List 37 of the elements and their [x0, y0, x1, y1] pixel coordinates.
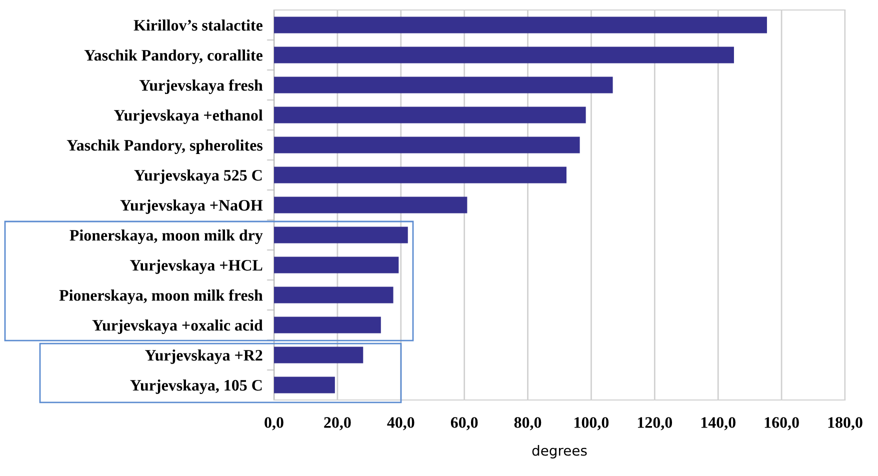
x-tick-label: 100,0: [574, 417, 609, 430]
y-tick-label: Kirillov’s stalactite: [134, 19, 262, 31]
y-tick-label: Yurjevskaya +HCL: [130, 259, 262, 274]
y-tick-label: Yurjevskaya, 105 C: [130, 379, 262, 394]
bar: [274, 196, 468, 214]
x-axis-title: degrees: [532, 445, 587, 458]
x-tick-label: 140,0: [701, 417, 736, 430]
x-tick-label: 60,0: [450, 417, 478, 430]
bar: [274, 316, 381, 334]
bar: [274, 376, 335, 394]
y-tick-label: Pionerskaya, moon milk dry: [70, 229, 263, 244]
bar: [274, 136, 580, 154]
bar: [274, 16, 767, 34]
x-tick-label: 80,0: [514, 417, 542, 430]
x-tick-label: 40,0: [387, 417, 414, 430]
y-tick-label: Yurjevskaya 525 C: [134, 169, 262, 184]
x-tick-label: 0,0: [264, 417, 284, 430]
y-tick-label: Pionerskaya, moon milk fresh: [59, 289, 263, 304]
y-tick-label: Yurjevskaya fresh: [139, 79, 263, 94]
bar: [274, 346, 364, 364]
bar: [274, 46, 734, 64]
bar: [274, 166, 566, 184]
y-tick-label: Yurjevskaya +ethanol: [114, 109, 263, 124]
x-tick-label: 160,0: [764, 417, 799, 430]
bar: [274, 226, 408, 244]
y-tick-label: Yurjevskaya +oxalic acid: [92, 319, 263, 334]
y-tick-label: Yaschik Pandory, spherolites: [66, 139, 262, 154]
bar: [274, 286, 394, 304]
y-tick-label: Yurjevskaya +R2: [145, 349, 262, 364]
bar: [274, 256, 399, 274]
bar: [274, 76, 613, 94]
bar: [274, 106, 586, 124]
y-tick-label: Yaschik Pandory, corallite: [84, 49, 262, 64]
y-tick-label: Yurjevskaya +NaOH: [120, 199, 263, 214]
x-tick-label: 180,0: [828, 417, 862, 430]
x-tick-label: 120,0: [638, 417, 672, 430]
x-tick-label: 20,0: [324, 417, 351, 430]
